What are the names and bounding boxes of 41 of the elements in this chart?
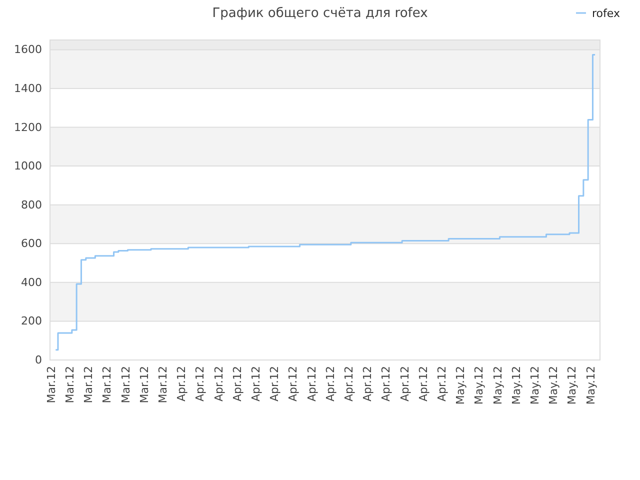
- legend-label: rofex: [592, 7, 620, 20]
- x-tick-label: May.12: [584, 366, 598, 405]
- x-tick-label: Apr.12: [305, 366, 318, 402]
- x-tick-label: Mar.12: [82, 366, 96, 404]
- x-tick-label: Apr.12: [342, 366, 356, 402]
- x-tick-label: May.12: [454, 366, 468, 405]
- x-tick-label: May.12: [566, 366, 579, 405]
- x-tick-label: May.12: [510, 366, 523, 405]
- x-tick-label: May.12: [491, 366, 504, 405]
- x-tick-label: Apr.12: [324, 366, 337, 402]
- x-tick-label: Apr.12: [286, 366, 300, 402]
- y-tick-label: 1000: [14, 160, 42, 173]
- x-tick-label: Apr.12: [268, 366, 282, 402]
- y-tick-label: 400: [21, 276, 42, 289]
- x-tick-label: Mar.12: [138, 366, 151, 404]
- x-tick-label: Apr.12: [416, 366, 430, 402]
- x-tick-label: Apr.12: [380, 366, 393, 402]
- y-tick-label: 200: [21, 314, 42, 328]
- x-tick-label: Mar.12: [44, 366, 58, 404]
- y-tick-label: 0: [35, 354, 42, 367]
- x-tick-label: Apr.12: [435, 366, 448, 402]
- x-tick-label: Mar.12: [156, 366, 170, 404]
- x-tick-label: Apr.12: [175, 366, 188, 402]
- x-tick-label: Apr.12: [249, 366, 262, 402]
- x-tick-label: Apr.12: [398, 366, 412, 402]
- x-tick-label: Apr.12: [194, 366, 207, 402]
- x-tick-label: Apr.12: [361, 366, 374, 402]
- x-tick-label: Mar.12: [119, 366, 132, 404]
- chart-title: График общего счёта для rofex: [212, 6, 428, 21]
- y-tick-label: 600: [21, 237, 42, 250]
- x-tick-label: Mar.12: [63, 366, 76, 404]
- x-tick-label: Apr.12: [212, 366, 226, 402]
- x-tick-label: May.12: [528, 366, 542, 405]
- x-tick-label: May.12: [547, 366, 560, 405]
- y-tick-label: 1600: [14, 43, 42, 56]
- y-tick-label: 1200: [14, 120, 42, 134]
- x-tick-label: Mar.12: [100, 366, 114, 404]
- y-tick-label: 1400: [14, 82, 42, 96]
- y-tick-label: 800: [21, 198, 42, 212]
- x-tick-label: Apr.12: [230, 366, 244, 402]
- x-tick-label: May.12: [472, 366, 486, 405]
